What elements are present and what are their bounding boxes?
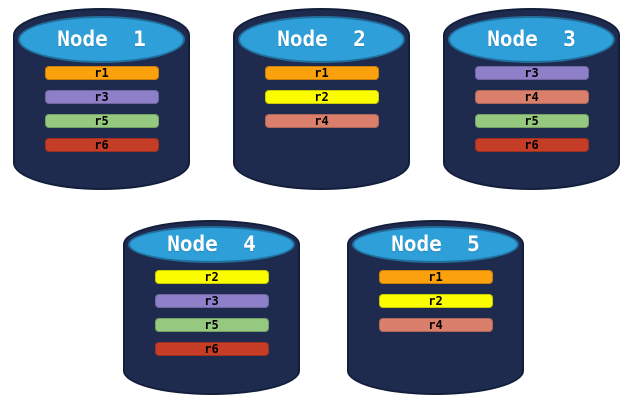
replica-bar-r5: r5 xyxy=(474,114,589,128)
replica-bar-r4: r4 xyxy=(474,90,589,104)
node-4-replica-list: r2 r3 r5 r6 xyxy=(154,270,269,356)
replica-bar-r3: r3 xyxy=(474,66,589,80)
node-5-cylinder-top: Node 5 xyxy=(352,226,519,263)
node-5-title: Node 5 xyxy=(391,232,480,256)
node-3-title: Node 3 xyxy=(487,27,576,51)
node-4-title: Node 4 xyxy=(167,232,256,256)
replica-bar-r1: r1 xyxy=(264,66,379,80)
replica-bar-r2: r2 xyxy=(154,270,269,284)
node-2-cylinder-top: Node 2 xyxy=(238,16,405,63)
node-5: Node 5 r1 r2 r4 xyxy=(347,220,524,395)
node-1: Node 1 r1 r3 r5 r6 xyxy=(13,8,190,190)
node-5-replica-list: r1 r2 r4 xyxy=(378,270,493,332)
replica-bar-r6: r6 xyxy=(474,138,589,152)
replica-bar-r4: r4 xyxy=(264,114,379,128)
replica-bar-r4: r4 xyxy=(378,318,493,332)
node-1-title: Node 1 xyxy=(57,27,146,51)
replica-bar-r2: r2 xyxy=(378,294,493,308)
replica-bar-r1: r1 xyxy=(44,66,159,80)
node-1-cylinder-top: Node 1 xyxy=(18,16,185,63)
node-2-replica-list: r1 r2 r4 xyxy=(264,66,379,128)
replica-bar-r5: r5 xyxy=(154,318,269,332)
node-1-replica-list: r1 r3 r5 r6 xyxy=(44,66,159,152)
node-4: Node 4 r2 r3 r5 r6 xyxy=(123,220,300,395)
replica-bar-r6: r6 xyxy=(44,138,159,152)
replica-bar-r1: r1 xyxy=(378,270,493,284)
node-3: Node 3 r3 r4 r5 r6 xyxy=(443,8,620,190)
replica-bar-r2: r2 xyxy=(264,90,379,104)
node-2: Node 2 r1 r2 r4 xyxy=(233,8,410,190)
replica-bar-r3: r3 xyxy=(154,294,269,308)
node-4-cylinder-top: Node 4 xyxy=(128,226,295,263)
replica-bar-r3: r3 xyxy=(44,90,159,104)
replica-bar-r5: r5 xyxy=(44,114,159,128)
node-3-replica-list: r3 r4 r5 r6 xyxy=(474,66,589,152)
node-2-title: Node 2 xyxy=(277,27,366,51)
node-3-cylinder-top: Node 3 xyxy=(448,16,615,63)
replica-bar-r6: r6 xyxy=(154,342,269,356)
